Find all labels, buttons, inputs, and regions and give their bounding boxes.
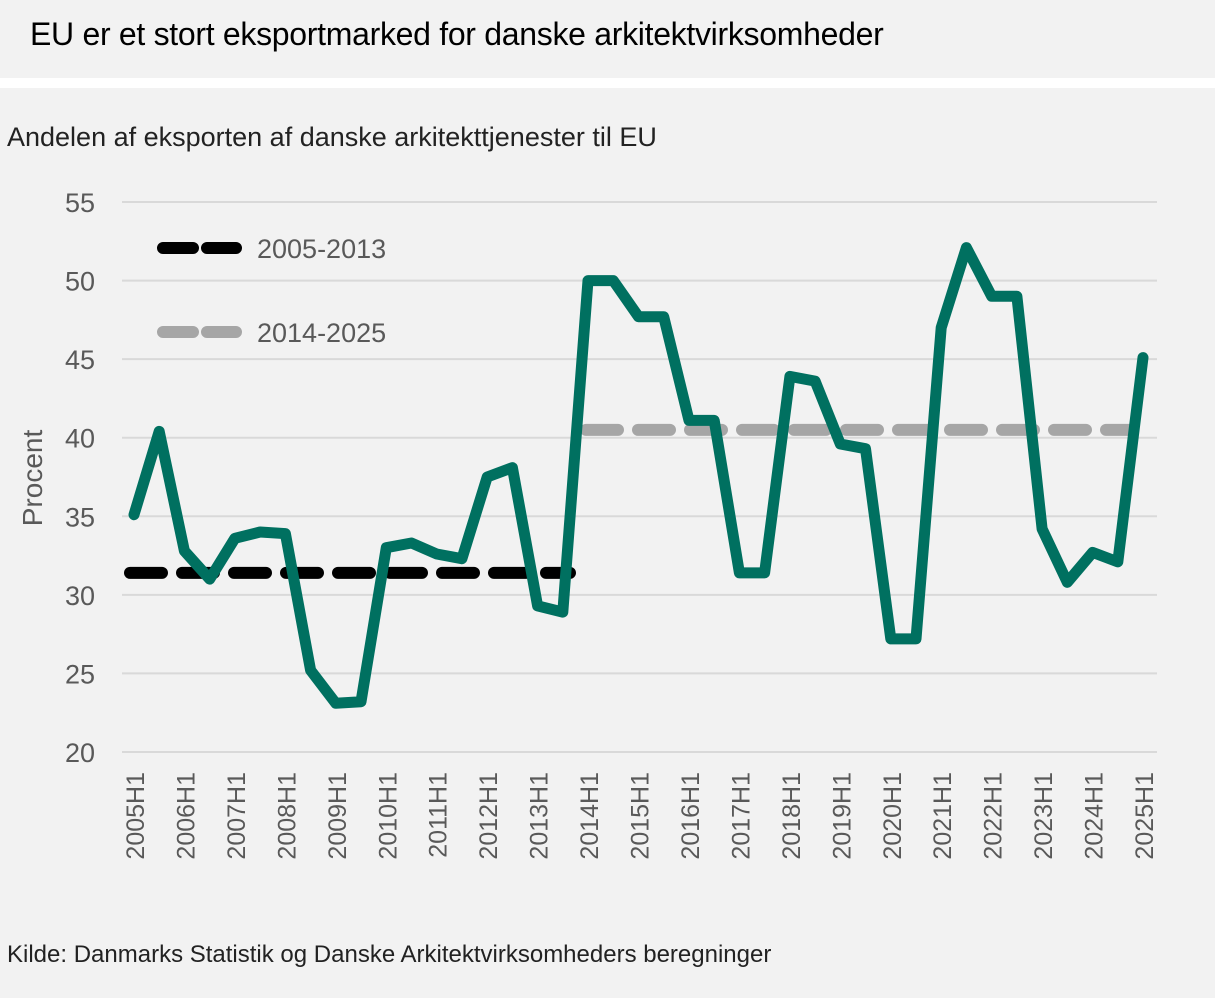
x-tick-label: 2010H1 <box>374 772 402 860</box>
x-tick-label: 2009H1 <box>324 772 352 860</box>
x-tick-label: 2018H1 <box>778 772 806 860</box>
legend-label: 2014-2025 <box>257 318 386 348</box>
x-tick-label: 2019H1 <box>828 772 856 860</box>
source-note: Kilde: Danmarks Statistik og Danske Arki… <box>7 941 772 968</box>
x-tick-label: 2012H1 <box>475 772 503 860</box>
chart-title: EU er et stort eksportmarked for danske … <box>30 16 884 52</box>
x-tick-label: 2008H1 <box>273 772 301 860</box>
x-tick-label: 2025H1 <box>1131 772 1159 860</box>
x-tick-label: 2011H1 <box>425 772 453 858</box>
x-tick-label: 2005H1 <box>122 772 150 860</box>
y-tick-label: 20 <box>65 738 95 768</box>
y-tick-label: 35 <box>65 502 95 532</box>
x-tick-label: 2016H1 <box>677 772 705 860</box>
series-line <box>128 242 1149 709</box>
y-tick-label: 40 <box>65 424 95 454</box>
x-tick-label: 2023H1 <box>1030 772 1058 860</box>
x-tick-label: 2024H1 <box>1081 772 1109 860</box>
legend-label: 2005-2013 <box>257 234 386 264</box>
x-tick-label: 2021H1 <box>929 772 957 860</box>
x-tick-label: 2013H1 <box>526 772 554 860</box>
x-tick-label: 2022H1 <box>980 772 1008 860</box>
divider <box>0 78 1215 88</box>
x-tick-label: 2015H1 <box>627 772 655 860</box>
header-band: EU er et stort eksportmarked for danske … <box>0 0 1215 78</box>
y-tick-label: 55 <box>65 188 95 218</box>
y-axis-label: Procent <box>17 430 48 527</box>
y-tick-label: 45 <box>65 345 95 375</box>
x-tick-label: 2014H1 <box>576 772 604 860</box>
x-tick-label: 2017H1 <box>727 772 755 860</box>
x-tick-label: 2007H1 <box>223 772 251 860</box>
y-tick-label: 50 <box>65 267 95 297</box>
y-tick-label: 30 <box>65 581 95 611</box>
x-tick-label: 2006H1 <box>172 772 200 860</box>
chart-subtitle: Andelen af eksporten af danske arkitektt… <box>7 122 657 152</box>
x-tick-label: 2020H1 <box>879 772 907 860</box>
y-tick-label: 25 <box>65 659 95 689</box>
